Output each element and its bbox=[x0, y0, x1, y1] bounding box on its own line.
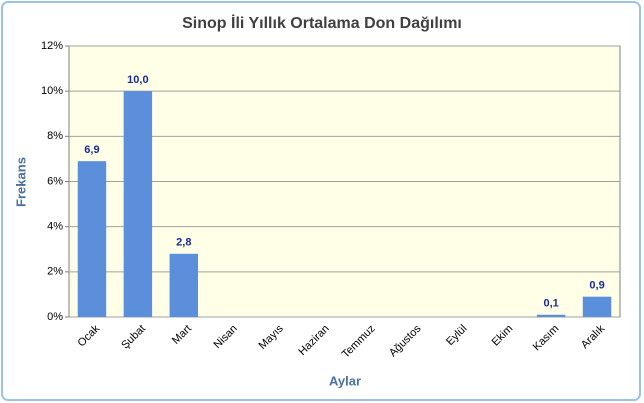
y-tick-label: 12% bbox=[41, 40, 63, 52]
y-tick-label: 6% bbox=[47, 175, 63, 187]
value-label: 0,9 bbox=[589, 280, 604, 292]
bar bbox=[169, 253, 199, 317]
bar bbox=[582, 296, 612, 317]
value-label: 2,8 bbox=[176, 237, 191, 249]
y-tick-label: 2% bbox=[47, 266, 63, 278]
y-tick-label: 4% bbox=[47, 221, 63, 233]
bar bbox=[536, 314, 566, 317]
value-label: 0,1 bbox=[543, 298, 558, 310]
bar bbox=[77, 161, 107, 317]
bar bbox=[123, 91, 153, 318]
y-tick-label: 8% bbox=[47, 130, 63, 142]
chart-title: Sinop İli Yıllık Ortalama Don Dağılımı bbox=[182, 14, 462, 32]
y-tick-label: 0% bbox=[47, 311, 63, 323]
y-axis-title: Frekans bbox=[13, 157, 28, 207]
value-label: 10,0 bbox=[127, 74, 148, 86]
value-label: 6,9 bbox=[84, 144, 99, 156]
y-tick-label: 10% bbox=[41, 85, 63, 97]
x-axis-title: Aylar bbox=[329, 373, 361, 388]
